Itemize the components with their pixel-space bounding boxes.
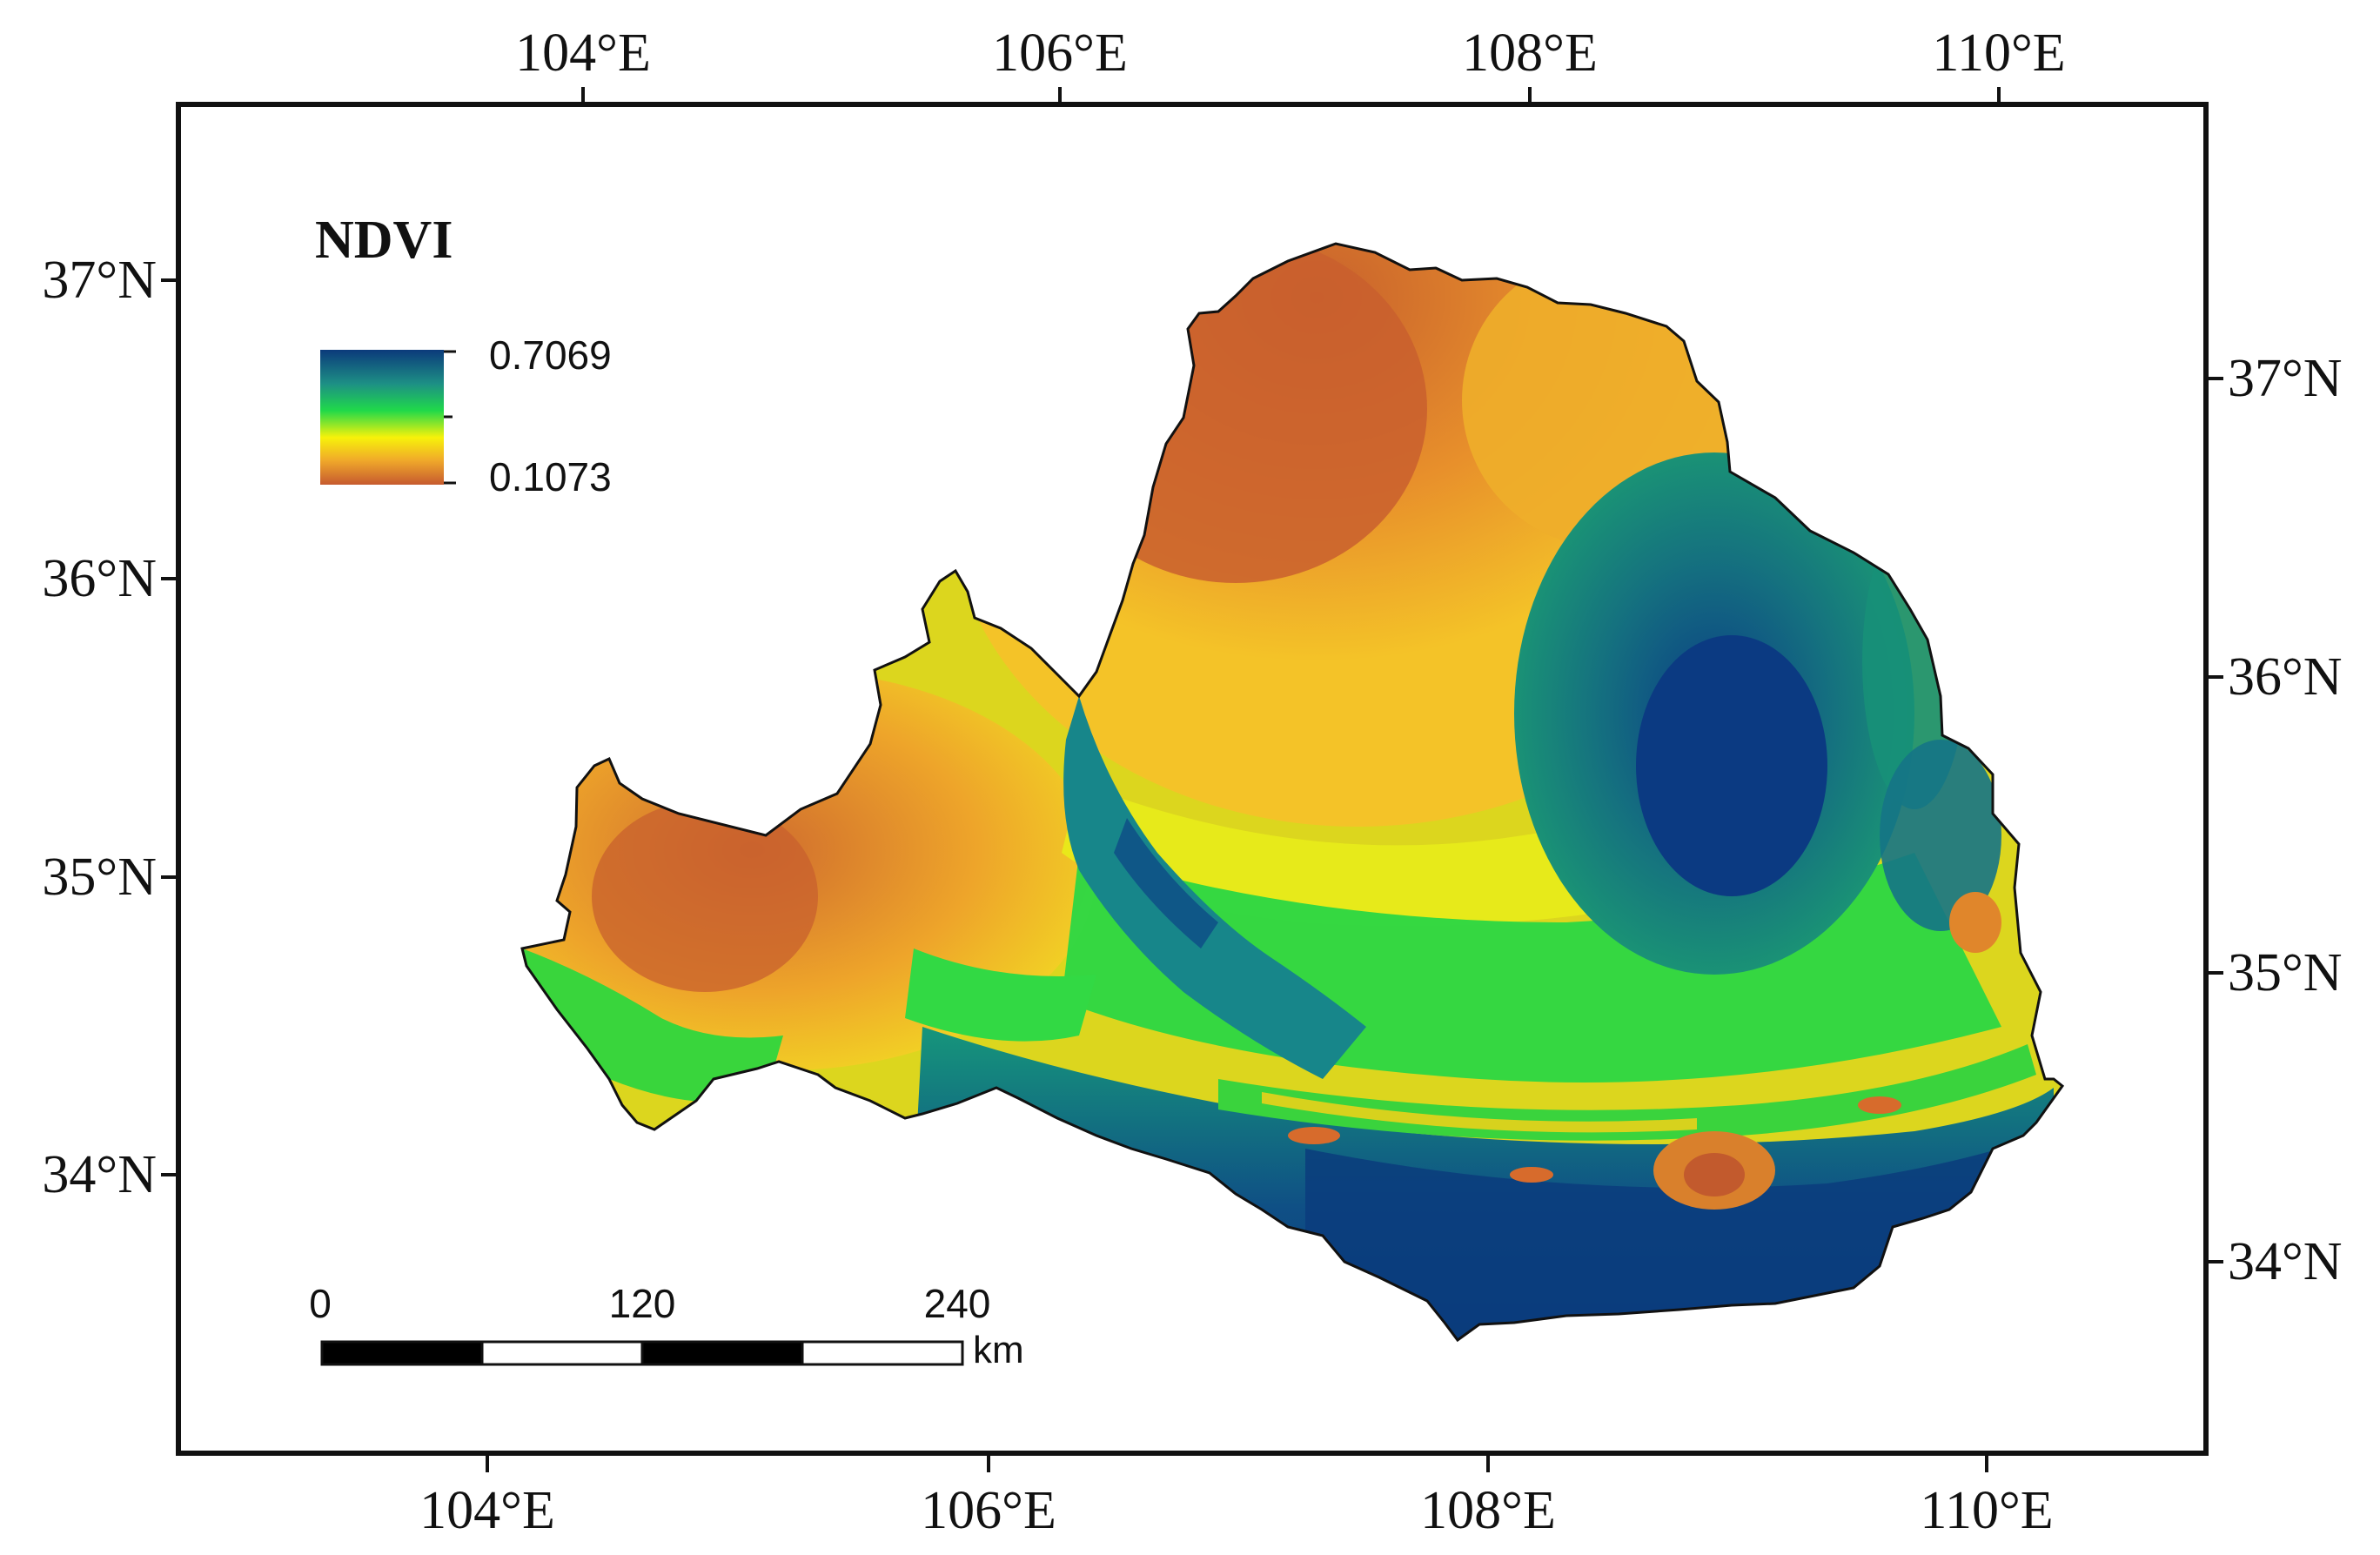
- scale-unit-label: km: [973, 1329, 1024, 1371]
- scale-label-0: 0: [309, 1281, 332, 1326]
- right-tick-marks: [2206, 377, 2223, 1263]
- region-boundary: [520, 242, 2065, 1343]
- legend-min-label: 0.1073: [489, 454, 612, 499]
- left-lat-label-4: 34°N: [42, 1145, 157, 1204]
- left-tick-marks: [161, 278, 178, 1176]
- right-lat-label-2: 36°N: [2228, 647, 2343, 707]
- bottom-tick-marks: [486, 1453, 1988, 1472]
- legend-title: NDVI: [315, 211, 453, 270]
- scale-label-240: 240: [923, 1281, 991, 1326]
- left-lat-label-1: 37°N: [42, 251, 157, 310]
- right-lat-label-4: 34°N: [2228, 1232, 2343, 1291]
- legend-color-bar: [320, 350, 444, 485]
- scale-label-120: 120: [608, 1281, 676, 1326]
- top-tick-marks: [581, 87, 2001, 104]
- left-lat-label-3: 35°N: [42, 848, 157, 907]
- bottom-lon-label-3: 108°E: [1420, 1481, 1556, 1540]
- top-lon-label-3: 108°E: [1462, 23, 1598, 83]
- scale-bar: [320, 1340, 964, 1366]
- left-lat-label-2: 36°N: [42, 549, 157, 608]
- top-lon-label-1: 104°E: [515, 23, 651, 83]
- bottom-lon-label-2: 106°E: [921, 1481, 1056, 1540]
- right-lat-label-1: 37°N: [2228, 349, 2343, 408]
- bottom-lon-label-4: 110°E: [1920, 1481, 2054, 1540]
- top-lon-label-2: 106°E: [992, 23, 1128, 83]
- right-lat-label-3: 35°N: [2228, 943, 2343, 1002]
- legend-tick-marks: [444, 350, 456, 485]
- bottom-lon-label-1: 104°E: [419, 1481, 555, 1540]
- top-lon-label-4: 110°E: [1932, 23, 2066, 83]
- legend-max-label: 0.7069: [489, 332, 612, 378]
